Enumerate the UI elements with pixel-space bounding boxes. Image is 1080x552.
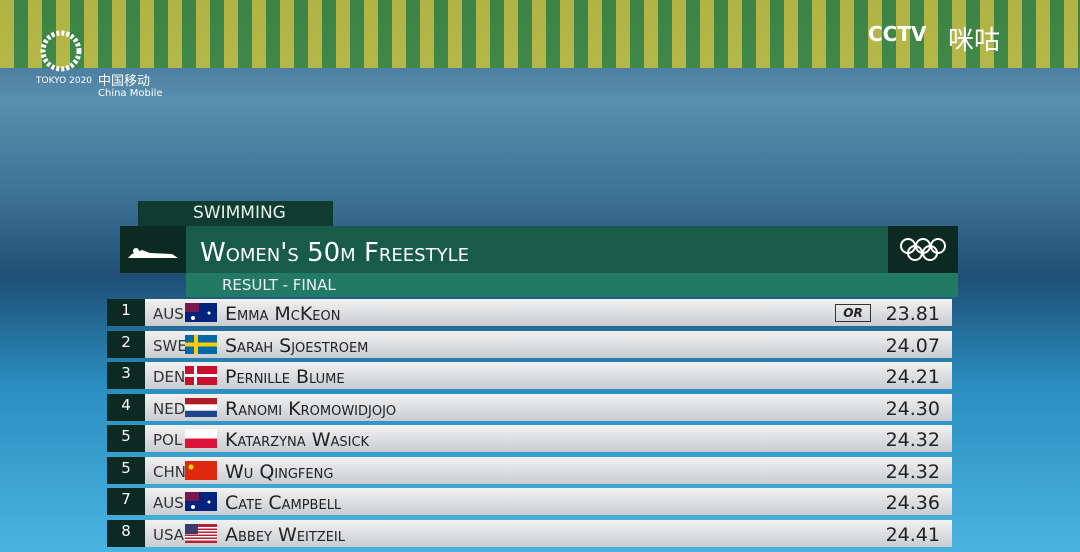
time: 24.07 — [885, 334, 940, 357]
result-row — [145, 393, 952, 421]
country-code: USA — [153, 525, 185, 544]
games-logo: TOKYO 2020 — [36, 76, 93, 86]
event-title: Women's 50m Freestyle — [200, 238, 469, 268]
flag — [185, 397, 217, 417]
athlete-name: Emma McKeon — [225, 303, 341, 325]
country-code: SWE — [153, 336, 187, 355]
rank: 5 — [107, 456, 145, 484]
athlete-name: Sarah Sjoestroem — [225, 334, 369, 357]
time: 24.32 — [885, 460, 940, 483]
title-bar — [120, 226, 958, 273]
swimmer-icon — [120, 226, 186, 273]
result-row — [145, 330, 952, 358]
time: 24.41 — [885, 523, 940, 546]
lane-rope — [0, 0, 1080, 68]
rank: 4 — [107, 393, 145, 421]
rank: 8 — [107, 519, 145, 547]
athlete-name: Wu Qingfeng — [225, 460, 334, 483]
result-row — [145, 488, 952, 515]
cctv-logo: CCTV — [868, 22, 927, 46]
time: 24.30 — [885, 397, 940, 420]
result-row — [145, 362, 952, 389]
flag — [185, 492, 217, 511]
country-code: POL — [153, 431, 183, 449]
flag — [185, 366, 217, 385]
flag — [185, 334, 217, 354]
result-row — [145, 425, 952, 452]
time: 24.21 — [885, 366, 940, 388]
country-code: NED — [153, 399, 186, 418]
brand-cn: 中国移动 — [98, 74, 151, 89]
time: 24.32 — [885, 429, 940, 451]
time: 23.81 — [885, 303, 940, 325]
time: 24.36 — [885, 492, 940, 514]
brand-en: China Mobile — [98, 88, 163, 99]
athlete-name: Cate Campbell — [225, 492, 342, 514]
rank: 3 — [107, 362, 145, 389]
migu-logo: 咪咕 — [948, 26, 1001, 56]
flag — [185, 523, 217, 543]
athlete-name: Abbey Weitzeil — [225, 523, 346, 546]
rank: 7 — [107, 488, 145, 515]
flag — [185, 460, 217, 480]
athlete-name: Pernille Blume — [225, 366, 345, 388]
rank: 2 — [107, 330, 145, 358]
flag — [185, 429, 217, 448]
record-badge: OR — [835, 304, 871, 322]
result-label: RESULT - FINAL — [186, 273, 958, 297]
sport-label: SWIMMING — [138, 201, 333, 226]
country-code: AUS — [153, 305, 184, 323]
country-code: CHN — [153, 462, 186, 481]
result-row — [145, 519, 952, 547]
flag — [185, 303, 217, 322]
country-code: AUS — [153, 494, 184, 512]
olympic-rings — [888, 226, 958, 273]
result-row — [145, 299, 952, 326]
tokyo-emblem — [40, 30, 82, 72]
country-code: DEN — [153, 368, 186, 386]
rank: 5 — [107, 425, 145, 452]
athlete-name: Ranomi Kromowidjojo — [225, 397, 397, 420]
rank: 1 — [107, 299, 145, 326]
athlete-name: Katarzyna Wasick — [225, 429, 370, 451]
result-row — [145, 456, 952, 484]
